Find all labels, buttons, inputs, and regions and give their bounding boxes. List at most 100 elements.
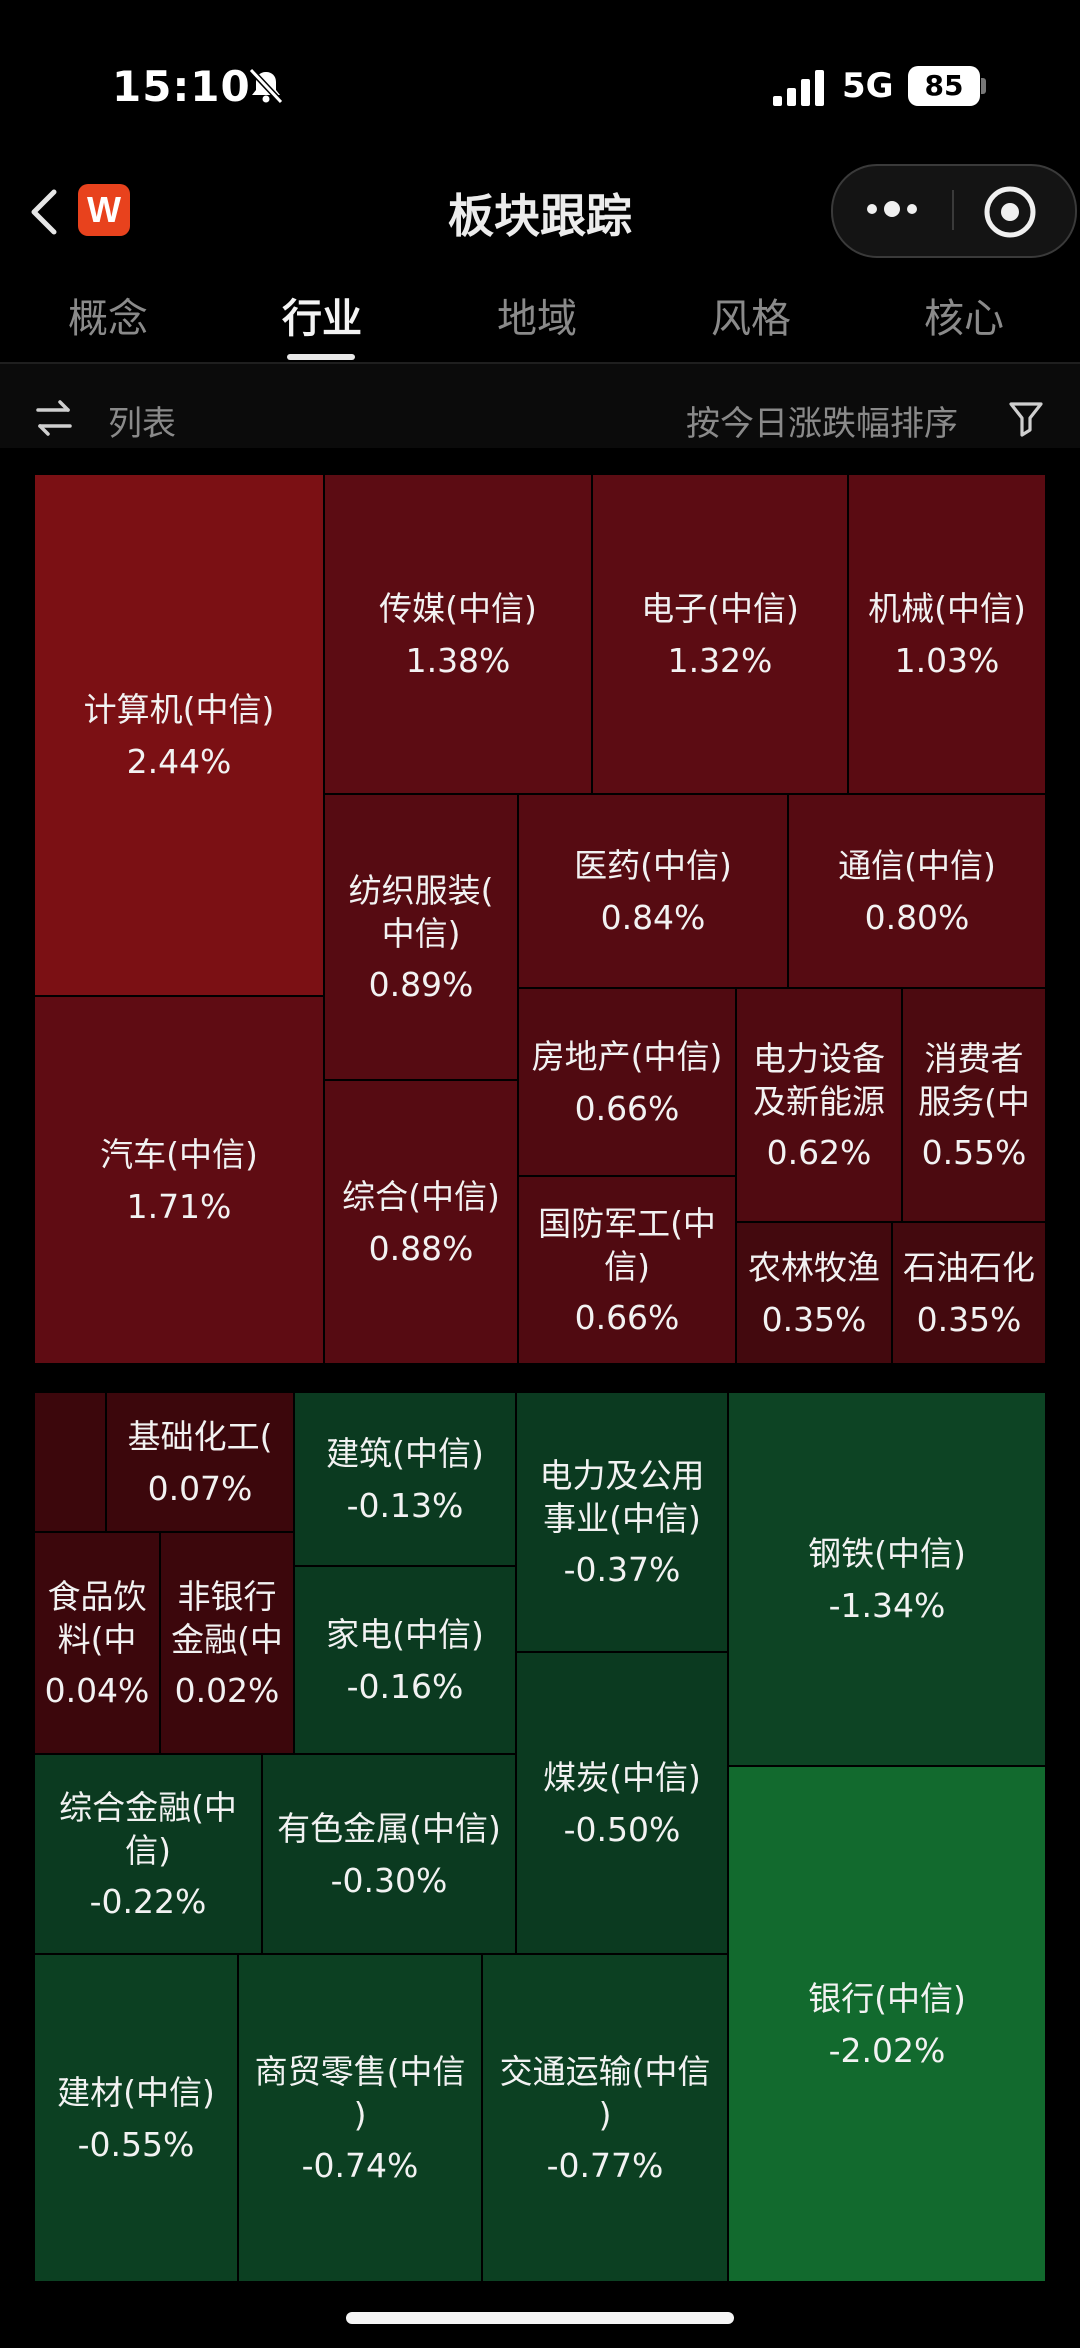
sector-change: -0.30% (330, 1860, 448, 1900)
sector-name: 房地产(中信) (531, 1037, 723, 1077)
sector-tile[interactable]: 国防军工(中 信) 0.66% (518, 1176, 736, 1364)
sector-name: 非银行 金融(中 (171, 1576, 283, 1659)
sector-name: 煤炭(中信) (543, 1758, 701, 1798)
page-title: 板块跟踪 (448, 189, 632, 243)
sector-name: 汽车(中信) (100, 1135, 258, 1175)
sector-name: 国防军工(中 信) (538, 1203, 716, 1286)
swap-icon[interactable] (34, 398, 74, 438)
sector-name: 银行(中信) (808, 1979, 966, 2019)
sector-tile[interactable]: 消费者 服务(中 0.55% (902, 988, 1046, 1222)
sector-change: 1.03% (894, 640, 1000, 680)
sector-tile[interactable]: 计算机(中信) 2.44% (34, 474, 324, 996)
sector-tile[interactable]: 医药(中信) 0.84% (518, 794, 788, 988)
sector-name: 消费者 服务(中 (918, 1038, 1030, 1121)
sector-tile[interactable]: 非银行 金融(中 0.02% (160, 1532, 294, 1754)
sector-tile[interactable]: 煤炭(中信) -0.50% (516, 1652, 728, 1954)
app-logo: W (78, 184, 130, 236)
sector-name: 商贸零售(中信 ) (254, 2051, 466, 2134)
battery-tip (981, 78, 986, 94)
sector-tile[interactable]: 通信(中信) 0.80% (788, 794, 1046, 988)
sector-tile[interactable]: 食品饮 料(中 0.04% (34, 1532, 160, 1754)
toolbar (0, 364, 1080, 448)
sort-selector[interactable]: 按今日涨跌幅排序 (686, 404, 958, 444)
sector-tile[interactable]: 商贸零售(中信 ) -0.74% (238, 1954, 482, 2282)
sector-change: -0.77% (546, 2146, 664, 2186)
filter-funnel-icon[interactable] (1008, 400, 1044, 438)
tab-industry[interactable]: 行业 (282, 296, 362, 342)
sector-name: 建筑(中信) (326, 1434, 484, 1474)
sector-name: 钢铁(中信) (808, 1534, 966, 1574)
sector-tile[interactable]: 电子(中信) 1.32% (592, 474, 848, 794)
tab-core[interactable]: 核心 (924, 296, 1004, 342)
sector-name: 电子(中信) (641, 589, 799, 629)
sector-change: 1.38% (405, 640, 511, 680)
sector-change: 2.44% (126, 741, 232, 781)
sector-tile[interactable]: 机械(中信) 1.03% (848, 474, 1046, 794)
sector-tile[interactable]: 房地产(中信) 0.66% (518, 988, 736, 1176)
sector-tile[interactable]: 建筑(中信) -0.13% (294, 1392, 516, 1566)
sector-name: 通信(中信) (838, 846, 996, 886)
sector-change: -0.13% (346, 1485, 464, 1525)
more-dots-icon[interactable] (864, 196, 920, 222)
sector-tile[interactable]: 农林牧渔 0.35% (736, 1222, 892, 1364)
sector-change: 0.55% (921, 1133, 1027, 1173)
home-indicator (346, 2312, 734, 2324)
sector-tile[interactable]: 石油石化 0.35% (892, 1222, 1046, 1364)
sector-change: 0.66% (574, 1088, 680, 1128)
sector-name: 石油石化 (903, 1248, 1035, 1288)
mute-bell-icon (248, 67, 284, 105)
sector-name: 医药(中信) (574, 846, 732, 886)
sector-tile[interactable] (34, 1392, 106, 1532)
sector-tile[interactable]: 银行(中信) -2.02% (728, 1766, 1046, 2282)
sector-tile[interactable]: 有色金属(中信) -0.30% (262, 1754, 516, 1954)
sector-change: 0.62% (766, 1133, 872, 1173)
sector-tile[interactable]: 传媒(中信) 1.38% (324, 474, 592, 794)
tab-region[interactable]: 地域 (497, 296, 577, 342)
sector-change: 0.07% (147, 1468, 253, 1508)
sector-name: 家电(中信) (326, 1615, 484, 1655)
sector-change: 1.71% (126, 1186, 232, 1226)
sector-name: 纺织服装( 中信) (348, 870, 494, 953)
sector-tile[interactable]: 建材(中信) -0.55% (34, 1954, 238, 2282)
back-arrow-icon[interactable] (24, 186, 64, 238)
sector-tile[interactable]: 电力设备 及新能源 0.62% (736, 988, 902, 1222)
sector-name: 农林牧渔 (748, 1248, 880, 1288)
close-target-icon[interactable] (982, 184, 1038, 240)
sector-change: -1.34% (828, 1585, 946, 1625)
sector-tile[interactable]: 综合(中信) 0.88% (324, 1080, 518, 1364)
sector-name: 电力及公用 事业(中信) (539, 1455, 705, 1538)
sector-change: -0.55% (77, 2124, 195, 2164)
sector-change: -0.50% (563, 1809, 681, 1849)
status-time: 15:10 (112, 62, 251, 111)
sector-tile[interactable]: 钢铁(中信) -1.34% (728, 1392, 1046, 1766)
sector-change: 1.32% (667, 640, 773, 680)
sector-change: 0.88% (368, 1228, 474, 1268)
sector-tile[interactable]: 汽车(中信) 1.71% (34, 996, 324, 1364)
sector-change: -0.22% (89, 1882, 207, 1922)
sector-name: 基础化工( (127, 1417, 273, 1457)
sector-name: 综合金融(中 信) (59, 1787, 237, 1870)
tab-concept[interactable]: 概念 (68, 296, 148, 342)
sector-tile[interactable]: 纺织服装( 中信) 0.89% (324, 794, 518, 1080)
active-tab-indicator (287, 354, 355, 360)
sector-change: 0.66% (574, 1298, 680, 1338)
sector-tile[interactable]: 基础化工( 0.07% (106, 1392, 294, 1532)
sector-tile[interactable]: 交通运输(中信 ) -0.77% (482, 1954, 728, 2282)
sector-name: 有色金属(中信) (277, 1809, 501, 1849)
list-view-toggle[interactable]: 列表 (108, 404, 176, 444)
sector-name: 传媒(中信) (379, 589, 537, 629)
battery-indicator: 85 (908, 66, 980, 106)
sector-name: 计算机(中信) (83, 690, 275, 730)
sector-name: 电力设备 及新能源 (753, 1038, 885, 1121)
sector-change: 0.04% (44, 1671, 150, 1711)
sector-change: 0.80% (864, 897, 970, 937)
signal-icon (773, 70, 824, 106)
tab-style[interactable]: 风格 (711, 296, 791, 342)
sector-change: 0.89% (368, 965, 474, 1005)
sector-tile[interactable]: 电力及公用 事业(中信) -0.37% (516, 1392, 728, 1652)
sector-tile[interactable]: 综合金融(中 信) -0.22% (34, 1754, 262, 1954)
sector-name: 机械(中信) (868, 589, 1026, 629)
sector-change: 0.02% (174, 1671, 280, 1711)
sector-change: -0.74% (301, 2146, 419, 2186)
sector-tile[interactable]: 家电(中信) -0.16% (294, 1566, 516, 1754)
